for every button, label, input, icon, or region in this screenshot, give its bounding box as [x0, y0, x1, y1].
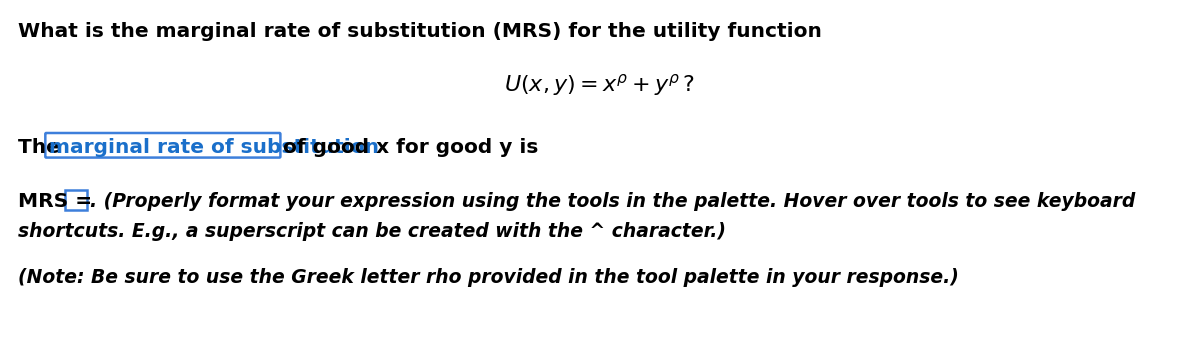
Text: . (Properly format your expression using the tools in the palette. Hover over to: . (Properly format your expression using… — [90, 192, 1135, 211]
Text: MRS =: MRS = — [18, 192, 100, 211]
Bar — [65, 190, 86, 209]
Text: (Note: Be sure to use the Greek letter rho provided in the tool palette in your : (Note: Be sure to use the Greek letter r… — [18, 268, 959, 287]
Text: $U(x, y) = x^{\rho} + y^{\rho}\,?$: $U(x, y) = x^{\rho} + y^{\rho}\,?$ — [504, 72, 696, 98]
Text: The: The — [18, 138, 67, 157]
Text: shortcuts. E.g., a superscript can be created with the ^ character.): shortcuts. E.g., a superscript can be cr… — [18, 222, 726, 241]
Text: marginal rate of substitution: marginal rate of substitution — [49, 138, 379, 157]
Text: What is the marginal rate of substitution (MRS) for the utility function: What is the marginal rate of substitutio… — [18, 22, 822, 41]
Text: of good x for good y is: of good x for good y is — [276, 138, 539, 157]
